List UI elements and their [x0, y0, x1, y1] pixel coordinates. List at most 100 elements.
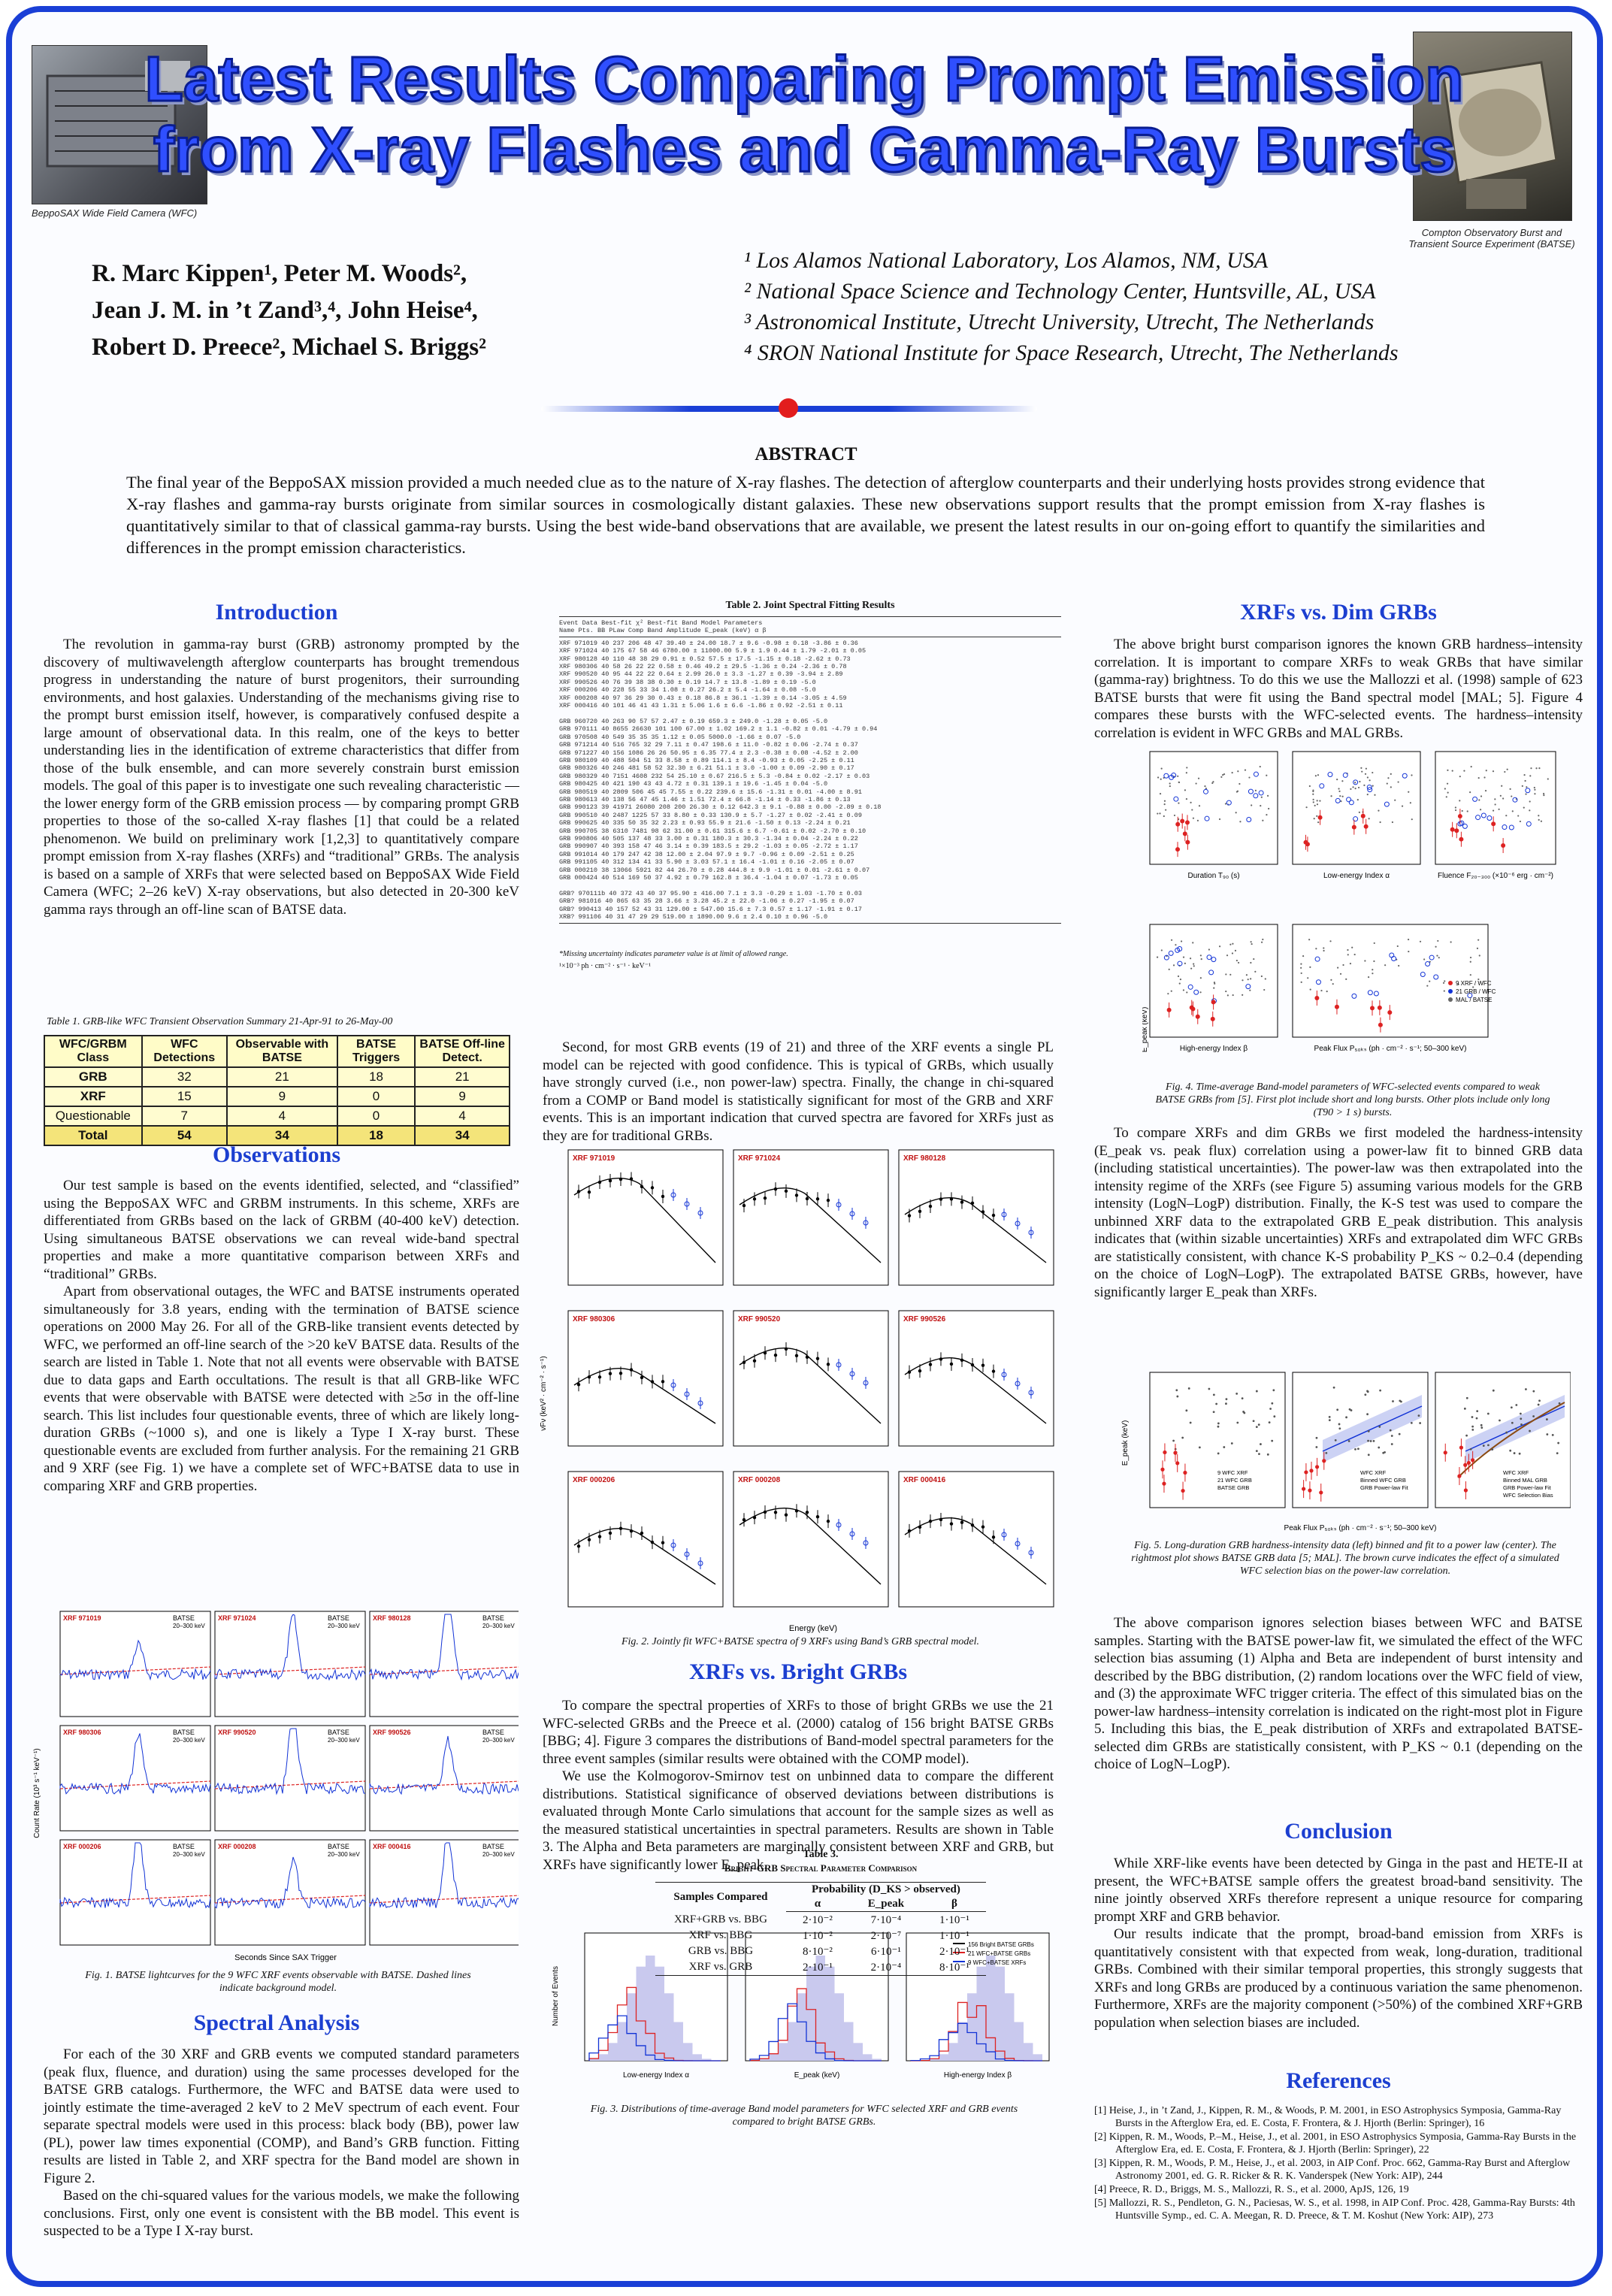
mal-grb-point [1342, 963, 1344, 966]
xrf-point [1184, 820, 1190, 825]
mal-grb-point [1447, 791, 1449, 794]
wfc-grb-point [1169, 774, 1175, 780]
histogram-bar [702, 2059, 712, 2061]
batse-point [684, 1391, 690, 1397]
mal-grb-point [1178, 802, 1180, 804]
table2-row: XRF 990526 40 76 39 38 38 0.30 ± 0.19 14… [559, 678, 816, 686]
wfc-grb-point [1346, 797, 1352, 803]
wfc-photo-drawing [46, 61, 190, 168]
data-point [815, 1197, 820, 1201]
panel-frame [59, 1839, 211, 1946]
mal-grb-point [1494, 798, 1496, 800]
fig3-xlabel: High-energy Index β [944, 2071, 1012, 2080]
mal-grb-point [1317, 774, 1320, 776]
wfc-grb-point [1319, 783, 1325, 789]
table-cell: GRB [44, 1066, 143, 1087]
data-point [650, 1540, 655, 1544]
batse-point [670, 1382, 676, 1388]
conclusion-paragraph: Our results indicate that the prompt, br… [1094, 1926, 1583, 2031]
grb-point [1515, 1404, 1518, 1406]
xrf-point [1308, 1488, 1312, 1493]
fig3-xlabel: Low-energy Index α [623, 2071, 689, 2080]
lightcurve-event-label: XRF 980128 [373, 1614, 411, 1622]
data-point [576, 1190, 581, 1193]
table-row: GRB vs. BBG 8·10⁻² 6·10⁻¹ 2·10⁻¹ [655, 1944, 986, 1959]
grb-point [1255, 1426, 1258, 1429]
wfc-grb-point [1508, 824, 1514, 830]
author-line: Robert D. Preece², Michael S. Briggs² [92, 334, 487, 361]
spectral-paragraph: Based on the chi-squared values for the … [44, 2188, 519, 2239]
data-point [650, 1380, 655, 1384]
mal-grb-point [1237, 770, 1239, 773]
data-point [773, 1353, 778, 1357]
mal-grb-point [1408, 950, 1410, 953]
mal-grb-point [1347, 948, 1349, 951]
grb-point [1558, 1402, 1561, 1405]
mal-grb-point [1339, 795, 1341, 797]
table-cell: 4 [225, 1106, 338, 1127]
table2-row: GRB 991105 40 312 134 41 33 5.90 ± 3.03 … [559, 858, 854, 867]
histogram-bar [797, 1993, 806, 2061]
mal-grb-point [1477, 777, 1480, 779]
mal-grb-point [1178, 781, 1180, 783]
mal-grb-point [1229, 973, 1232, 976]
scatter-panel: Low-energy Index α [1292, 751, 1421, 880]
mal-grb-point [1336, 779, 1338, 781]
table2-row [559, 882, 1061, 889]
table2-row: GRB 990510 40 2487 1225 57 33 8.80 ± 0.3… [559, 811, 862, 819]
data-point [960, 1200, 964, 1204]
mal-grb-point [1369, 779, 1371, 782]
grb-point [1338, 1423, 1341, 1426]
wfc-grb-point [1202, 788, 1208, 794]
panel-frame [214, 1839, 366, 1946]
xrf-point [1457, 1474, 1462, 1478]
lightcurve-instrument-label: BATSE [173, 1843, 195, 1850]
xrf-point [1175, 821, 1181, 827]
data-point [640, 1184, 644, 1189]
table3-header: Probability (D_KS > observed) [785, 1882, 986, 1897]
mal-grb-point [1213, 982, 1216, 984]
batse-point [1015, 1541, 1021, 1547]
mal-grb-point [1226, 994, 1229, 997]
observations-heading: Observations [212, 1142, 340, 1167]
histogram-bar [844, 2022, 854, 2061]
mal-grb-point [1444, 980, 1446, 982]
table-row: Questionable 7 4 0 4 [44, 1106, 510, 1127]
data-point [661, 1380, 665, 1384]
mal-grb-point [1302, 955, 1305, 957]
band-model-curve [739, 1508, 882, 1585]
table3-header: β [922, 1897, 986, 1912]
grb-point [1198, 1446, 1201, 1449]
mal-grb-point [1253, 957, 1255, 960]
histogram-bar [759, 2059, 769, 2061]
mal-grb-point [1373, 942, 1375, 945]
grb-point [1252, 1420, 1255, 1423]
grb-point [1208, 1387, 1211, 1390]
data-point [991, 1535, 996, 1539]
selection-bias-curve [1457, 1402, 1565, 1478]
grb-point [1510, 1406, 1513, 1409]
spectrum-event-label: XRF 000206 [573, 1476, 615, 1484]
batse-photo-caption: Compton Observatory Burst and Transient … [1408, 227, 1575, 250]
mal-grb-point [1469, 791, 1471, 794]
observations-paragraph: Our test sample is based on the events i… [44, 1178, 519, 1282]
mal-grb-point [1454, 809, 1457, 812]
fig5-ylabel: E_peak (keV) [1121, 1420, 1130, 1466]
mal-grb-point [1159, 812, 1161, 815]
lightcurve-instrument-label: BATSE [328, 1614, 349, 1622]
mal-grb-point [1361, 770, 1363, 773]
mal-grb-point [1167, 993, 1169, 995]
grb-point [1338, 1427, 1341, 1430]
data-point [784, 1189, 788, 1193]
mal-grb-point [1254, 789, 1257, 791]
mal-grb-point [1266, 794, 1269, 797]
introduction-text: The revolution in gamma-ray burst (GRB) … [44, 636, 519, 918]
poster-title: Latest Results Comparing Prompt Emission… [128, 43, 1480, 186]
mal-grb-point [1238, 782, 1241, 785]
grb-point [1185, 1409, 1188, 1412]
mal-grb-point [1247, 979, 1249, 981]
